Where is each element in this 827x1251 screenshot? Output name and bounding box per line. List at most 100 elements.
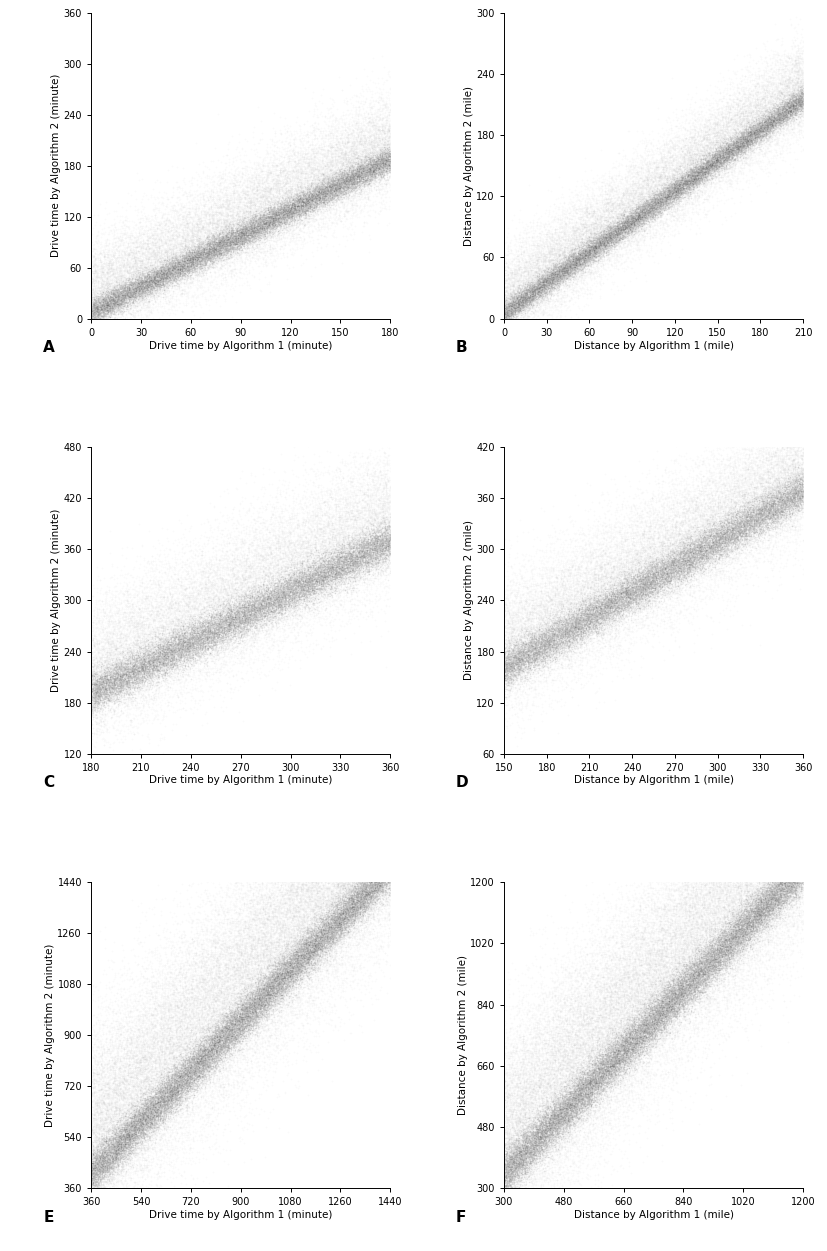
Point [790, 863, 803, 883]
Point [629, 1003, 643, 1023]
Point [596, 981, 609, 1001]
Point [765, 497, 778, 517]
Point [194, 258, 207, 278]
Point [291, 198, 304, 218]
Point [678, 1007, 691, 1027]
Point [517, 632, 530, 652]
Point [146, 1105, 160, 1125]
Point [582, 610, 595, 631]
Point [594, 1106, 607, 1126]
Point [234, 597, 247, 617]
Point [275, 951, 288, 971]
Point [133, 638, 146, 658]
Point [202, 241, 215, 261]
Point [627, 1008, 640, 1028]
Point [125, 1116, 138, 1136]
Point [299, 552, 313, 572]
Point [370, 887, 383, 907]
Point [566, 1085, 579, 1105]
Point [342, 886, 355, 906]
Point [327, 884, 340, 904]
Point [311, 918, 324, 938]
Point [649, 1006, 662, 1026]
Point [508, 638, 521, 658]
Point [526, 279, 539, 299]
Point [163, 990, 176, 1010]
Point [794, 459, 807, 479]
Point [186, 1083, 199, 1103]
Point [278, 199, 291, 219]
Point [336, 184, 349, 204]
Point [228, 891, 241, 911]
Point [733, 136, 746, 156]
Point [555, 1121, 568, 1141]
Point [270, 550, 284, 570]
Point [197, 229, 210, 249]
Point [527, 299, 540, 319]
Point [636, 573, 649, 593]
Point [317, 977, 330, 997]
Point [654, 997, 667, 1017]
Point [705, 931, 718, 951]
Point [602, 991, 615, 1011]
Point [343, 174, 356, 194]
Point [697, 884, 710, 904]
Point [564, 1100, 577, 1120]
Point [567, 248, 581, 268]
Point [194, 681, 208, 701]
Point [547, 1127, 560, 1147]
Point [148, 1140, 161, 1160]
Point [654, 997, 667, 1017]
Point [737, 519, 750, 539]
Point [547, 1112, 560, 1132]
Point [349, 868, 362, 888]
Point [681, 972, 694, 992]
Point [760, 129, 773, 149]
Point [755, 109, 768, 129]
Point [541, 615, 554, 636]
Point [310, 570, 323, 590]
Point [102, 280, 115, 300]
Point [382, 150, 395, 170]
Point [304, 190, 317, 210]
Point [794, 470, 807, 490]
Point [151, 255, 165, 275]
Point [353, 128, 366, 148]
Point [601, 224, 614, 244]
Point [233, 605, 246, 626]
Point [127, 285, 140, 305]
Point [624, 1041, 638, 1061]
Point [226, 574, 239, 594]
Point [523, 1172, 537, 1192]
Point [696, 158, 710, 178]
Point [142, 647, 155, 667]
Point [363, 161, 376, 181]
Point [165, 644, 178, 664]
Point [158, 1080, 171, 1100]
Point [256, 884, 269, 904]
Point [222, 618, 236, 638]
Point [199, 993, 213, 1013]
Point [565, 1026, 578, 1046]
Point [683, 951, 696, 971]
Point [125, 1137, 138, 1157]
Point [600, 188, 614, 208]
Point [85, 687, 98, 707]
Point [346, 547, 359, 567]
Point [262, 179, 275, 199]
Point [280, 888, 294, 908]
Point [250, 936, 263, 956]
Point [351, 166, 365, 186]
Point [714, 520, 727, 540]
Point [261, 592, 275, 612]
Point [119, 663, 132, 683]
Point [773, 494, 786, 514]
Point [317, 547, 330, 567]
Point [202, 1056, 215, 1076]
Point [571, 1087, 584, 1107]
Point [644, 1012, 657, 1032]
Point [614, 557, 628, 577]
Point [230, 1018, 243, 1038]
Point [146, 552, 160, 572]
Point [672, 544, 686, 564]
